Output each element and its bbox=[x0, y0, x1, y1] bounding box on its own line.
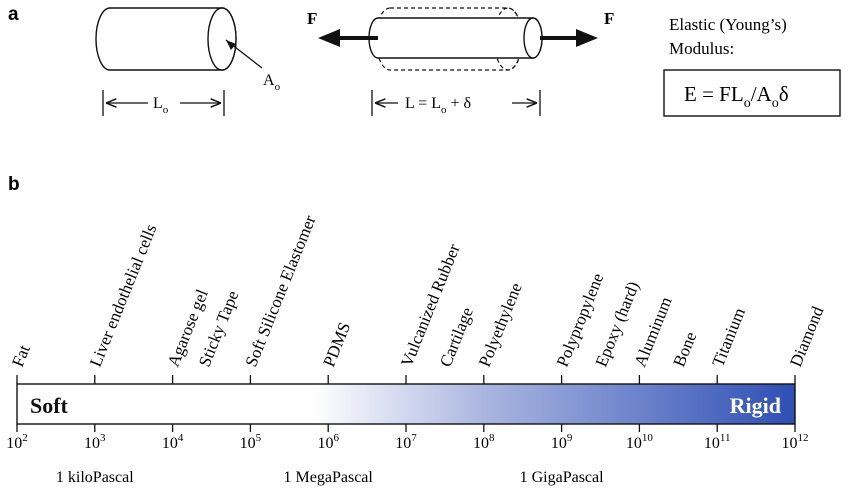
stretched-length-dimension bbox=[371, 90, 541, 116]
material-label: Fat bbox=[8, 342, 34, 370]
force-label-left: F bbox=[307, 9, 317, 28]
unit-label: 1 MegaPascal bbox=[284, 469, 374, 486]
scale-ticks: 102 103 104 105 106 107 108 109 1010 1011 1012 bbox=[6, 424, 809, 452]
panel-b-label: b bbox=[8, 174, 20, 195]
scale-tick-label: 106 bbox=[317, 432, 339, 452]
formula-box bbox=[663, 69, 841, 117]
scale-tick-label: 103 bbox=[84, 432, 106, 452]
unit-labels: 1 kiloPascal 1 MegaPascal 1 GigaPascal bbox=[56, 469, 604, 486]
material-labels: Fat Liver endothelial cells Agarose gelSti… bbox=[8, 212, 828, 384]
force-arrow-left bbox=[318, 29, 378, 47]
original-length-label: Lo bbox=[153, 95, 169, 116]
youngs-modulus-formula: E = FLo/Aoδ bbox=[684, 82, 789, 111]
unit-label: 1 GigaPascal bbox=[520, 469, 605, 486]
material-label: Diamond bbox=[786, 303, 828, 369]
force-label-right: F bbox=[604, 9, 614, 28]
scale-tick-label: 104 bbox=[162, 432, 184, 452]
material-label: PDMS bbox=[319, 319, 354, 369]
soft-label: Soft bbox=[30, 393, 69, 418]
scale-tick-label: 1012 bbox=[782, 432, 809, 452]
modulus-title-line2: Modulus: bbox=[669, 39, 734, 58]
material-label: Titanium bbox=[708, 305, 749, 369]
material-label: Polyethylene bbox=[475, 280, 526, 369]
area-label: Ao bbox=[263, 72, 281, 93]
cylinder-stretched bbox=[368, 7, 543, 71]
cylinder-unstretched bbox=[95, 7, 237, 71]
force-arrow-right bbox=[540, 29, 598, 47]
material-label: Soft Silicone Elastomer bbox=[241, 212, 319, 369]
material-label: Bone bbox=[669, 329, 700, 369]
scale-tick-label: 109 bbox=[551, 432, 573, 452]
modulus-title-line1: Elastic (Young’s) bbox=[669, 15, 787, 34]
area-pointer bbox=[225, 39, 263, 69]
stiffness-gradient-bar bbox=[16, 383, 796, 425]
material-label: Aluminum bbox=[630, 294, 675, 369]
scale-tick-label: 107 bbox=[395, 432, 417, 452]
scale-tick-label: 102 bbox=[6, 432, 28, 452]
unit-label: 1 kiloPascal bbox=[56, 469, 134, 486]
scale-tick-label: 105 bbox=[240, 432, 262, 452]
material-label: Cartilage bbox=[436, 305, 477, 370]
scale-tick-label: 1011 bbox=[704, 432, 731, 452]
stretched-length-label: L = Lo + δ bbox=[405, 95, 471, 116]
rigid-label: Rigid bbox=[730, 393, 781, 418]
material-label: Liver endothelial cells bbox=[86, 221, 161, 369]
panel-a-label: a bbox=[8, 4, 19, 25]
length-dimension bbox=[102, 90, 225, 116]
scale-tick-label: 1010 bbox=[626, 432, 654, 452]
scale-tick-label: 108 bbox=[473, 432, 495, 452]
